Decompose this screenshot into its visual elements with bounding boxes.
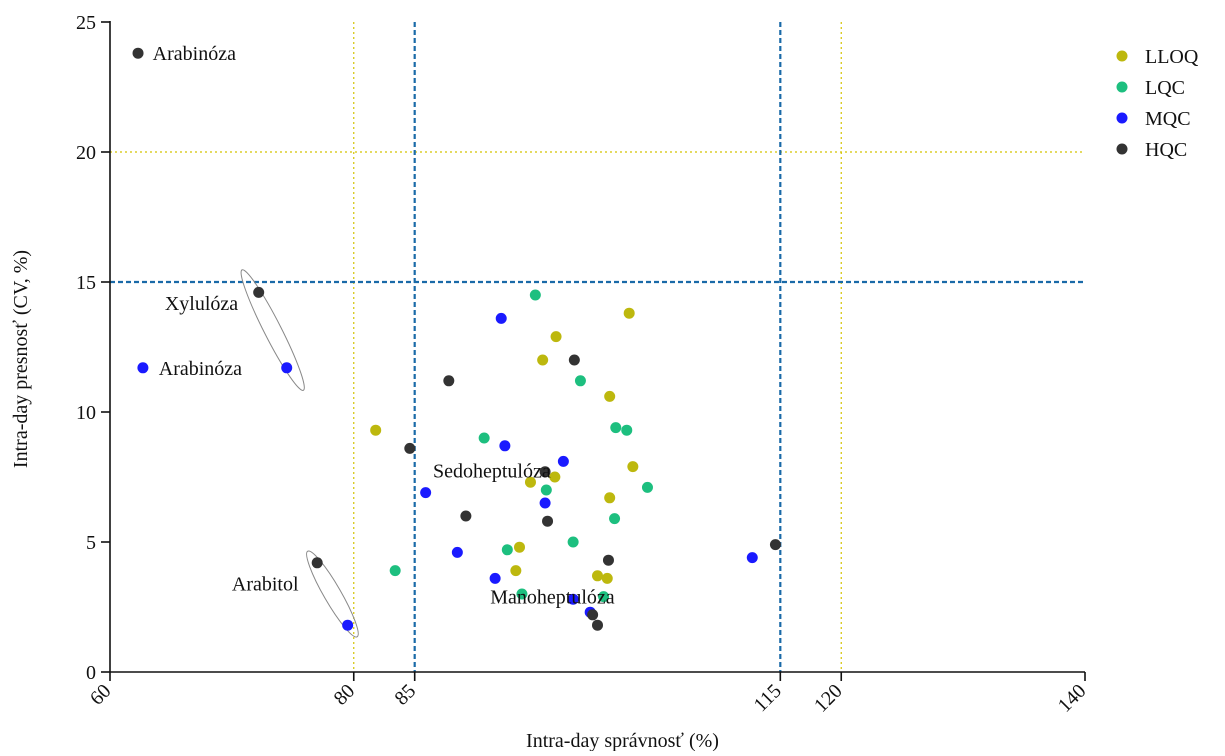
x-axis-title: Intra-day správnosť (%) [526,730,719,751]
point-lloq [524,476,536,488]
point-lqc [598,591,610,603]
point-hqc [460,510,472,522]
annotation-ellipse [240,269,305,391]
legend-label-hqc: HQC [1145,139,1187,161]
legend-label-mqc: MQC [1145,108,1191,130]
annotation-ellipse [306,550,359,638]
point-mqc [342,619,354,631]
point-lloq [601,572,613,584]
x-tick-label: 140 [1054,680,1091,717]
legend-label-lqc: LQC [1145,77,1185,99]
point-hqc [253,286,265,298]
annotations: Arabinóza Xylulóza Arabinóza Arabitol Sedohe… [153,43,615,608]
legend-marker-lqc [1116,81,1128,93]
point-mqc [420,487,432,499]
annotation-ellipses [240,269,359,638]
point-mqc [451,546,463,558]
point-lqc [609,513,621,525]
x-tick-label: 120 [810,680,847,717]
annotation-label: Sedoheptulóza [433,461,551,483]
legend: LLOQ LQC MQC HQC [1116,46,1199,161]
y-axis-title: Intra-day presnosť (CV, %) [10,250,32,468]
point-lloq [514,541,525,553]
point-hqc [592,619,603,631]
point-hqc [568,354,580,366]
point-lqc [574,375,586,387]
point-lloq [370,424,382,436]
point-lloq [537,354,549,366]
legend-label-lloq: LLOQ [1145,46,1199,68]
point-lqc [478,432,490,444]
point-lloq [550,331,562,343]
point-hqc [443,375,455,387]
legend-marker-lloq [1116,50,1128,62]
point-lloq [549,471,561,483]
x-tick-label: 60 [86,680,116,710]
point-mqc [499,440,511,452]
annotation-label: Arabinóza [153,43,236,65]
point-hqc [542,515,554,527]
y-tick-label: 25 [76,12,96,34]
x-tick-label: 80 [330,680,360,710]
point-lloq [623,307,635,319]
point-hqc [539,466,551,478]
point-lqc [529,289,541,301]
point-lqc [389,565,401,577]
point-mqc [557,455,569,467]
y-tick-label: 0 [86,662,96,684]
x-tick-label: 85 [391,680,421,710]
annotation-label: Arabitol [232,574,299,596]
point-mqc [539,497,551,509]
legend-marker-hqc [1116,143,1128,155]
point-mqc [495,312,507,324]
annotation-label: Xylulóza [165,293,238,315]
x-tick-label: 115 [750,680,786,716]
point-lloq [510,565,522,577]
point-mqc [746,552,758,564]
point-lqc [621,424,633,436]
point-lqc [610,422,622,434]
y-tick-label: 15 [76,272,96,294]
point-lloq [627,461,639,473]
point-lqc [641,481,653,493]
point-hqc [404,442,416,454]
point-hqc [769,539,781,551]
point-mqc [281,362,293,374]
point-mqc [137,362,149,374]
y-tick-label: 20 [76,142,96,164]
annotation-label: Arabinóza [159,358,242,380]
point-lloq [604,492,616,504]
legend-marker-mqc [1116,112,1128,124]
point-lqc [516,588,528,600]
point-hqc [311,557,323,569]
annotation-label: Manoheptulóza [490,587,615,609]
point-hqc [602,554,614,566]
point-mqc [567,593,579,605]
y-tick-label: 5 [86,532,96,554]
point-lqc [501,544,513,556]
y-tick-label: 10 [76,402,96,424]
data-points [132,47,781,631]
point-hqc [132,47,144,59]
point-lqc [567,536,579,548]
point-mqc [489,572,501,584]
reference-lines [110,22,1085,672]
point-lloq [604,390,616,402]
point-lqc [540,484,552,496]
point-hqc [587,609,599,621]
point-lloq [592,570,603,582]
